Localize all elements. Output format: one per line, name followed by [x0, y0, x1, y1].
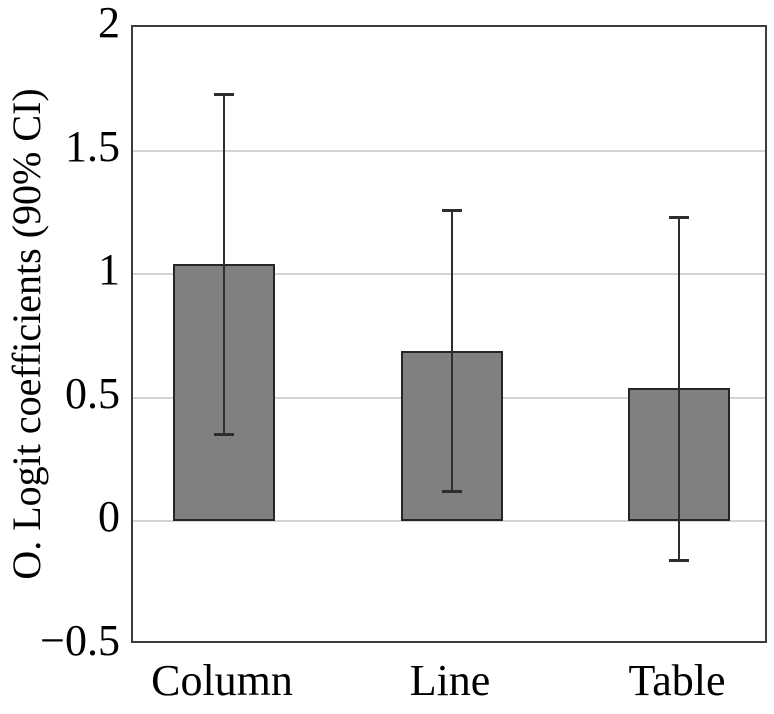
error-bar-cap-bottom-line: [442, 489, 463, 493]
gridline: [133, 520, 765, 523]
gridline: [133, 149, 765, 152]
error-bar-cap-bottom-column: [214, 432, 234, 436]
y-tick-label: 0.5: [65, 369, 120, 419]
y-tick-label: 1.5: [65, 121, 120, 171]
y-tick-label: −0.5: [40, 616, 120, 666]
y-tick-label: 1: [98, 245, 120, 295]
error-bar-cap-top-table: [669, 216, 689, 220]
plot-area: [131, 25, 767, 643]
x-category-label-table: Table: [628, 656, 726, 705]
error-bar-cap-bottom-table: [669, 558, 689, 562]
error-bar-line-column: [223, 93, 225, 435]
error-bar-line-table: [678, 217, 680, 561]
x-category-label-line: Line: [409, 656, 491, 705]
y-tick-label: 0: [98, 492, 120, 542]
error-bar-cap-top-column: [214, 92, 234, 96]
error-bar-cap-top-line: [442, 208, 463, 212]
gridline: [133, 273, 765, 276]
y-tick-label: 2: [98, 0, 120, 48]
x-category-label-column: Column: [151, 656, 293, 705]
error-bar-line-line: [451, 209, 454, 492]
